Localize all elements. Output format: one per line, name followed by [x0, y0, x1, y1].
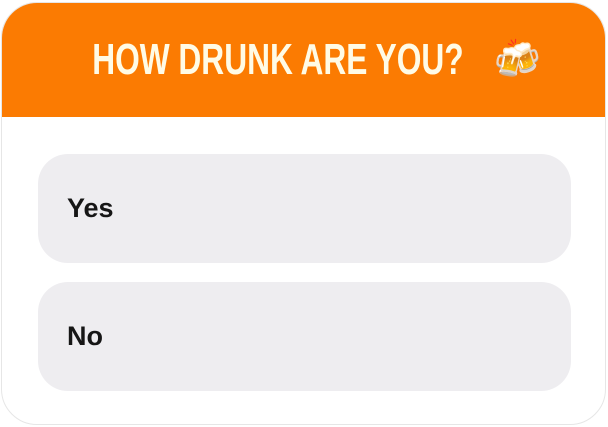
- poll-option-no[interactable]: No: [38, 282, 571, 391]
- poll-question: HOW DRUNK ARE YOU?: [92, 35, 464, 84]
- poll-option-yes[interactable]: Yes: [38, 154, 571, 263]
- poll-option-label: Yes: [67, 193, 114, 223]
- poll-title-wrap: HOW DRUNK ARE YOU? 🍻: [72, 35, 541, 85]
- poll-header: HOW DRUNK ARE YOU? 🍻: [2, 3, 605, 117]
- beer-mugs-icon: 🍻: [493, 39, 542, 81]
- poll-option-label: No: [67, 321, 103, 351]
